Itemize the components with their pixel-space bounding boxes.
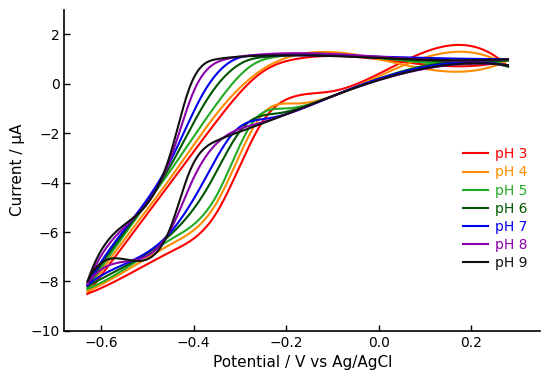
pH 8 [312, 51, 319, 55]
X-axis label: Potential / V vs Ag/AgCl: Potential / V vs Ag/AgCl [213, 355, 392, 370]
pH 6 [505, 58, 512, 63]
pH 6 [287, 53, 293, 58]
pH 5 [336, 52, 342, 57]
pH 3 [430, 63, 436, 68]
pH 7 [84, 283, 91, 287]
pH 9 [336, 54, 342, 59]
pH 5 [287, 53, 293, 57]
Line: pH 8: pH 8 [87, 53, 508, 284]
pH 3 [312, 54, 318, 59]
pH 9 [505, 57, 512, 62]
pH 7 [287, 53, 294, 57]
pH 6 [84, 284, 91, 289]
pH 9 [285, 53, 292, 57]
Line: pH 3: pH 3 [87, 56, 508, 294]
pH 3 [336, 54, 342, 58]
pH 4 [336, 50, 342, 55]
pH 3 [287, 58, 293, 63]
pH 4 [287, 54, 293, 59]
pH 9 [496, 57, 502, 62]
pH 3 [496, 60, 502, 65]
pH 3 [84, 291, 91, 296]
pH 4 [321, 50, 328, 54]
pH 8 [336, 52, 342, 57]
pH 4 [84, 289, 91, 294]
pH 8 [505, 57, 512, 62]
Legend: pH 3, pH 4, pH 5, pH 6, pH 7, pH 8, pH 9: pH 3, pH 4, pH 5, pH 6, pH 7, pH 8, pH 9 [458, 142, 534, 276]
pH 8 [295, 51, 301, 55]
pH 8 [496, 57, 502, 62]
pH 6 [496, 59, 502, 63]
pH 5 [430, 61, 436, 65]
pH 8 [84, 282, 91, 286]
pH 7 [336, 54, 342, 58]
pH 9 [430, 58, 436, 62]
Line: pH 5: pH 5 [87, 54, 508, 289]
Line: pH 9: pH 9 [87, 55, 508, 282]
pH 7 [285, 53, 292, 57]
pH 7 [496, 57, 502, 62]
pH 4 [496, 62, 502, 66]
pH 6 [336, 54, 342, 58]
pH 4 [505, 58, 512, 63]
pH 8 [287, 51, 293, 55]
pH 3 [328, 54, 335, 58]
pH 4 [312, 50, 318, 54]
Line: pH 6: pH 6 [87, 55, 508, 287]
pH 7 [430, 56, 436, 60]
pH 6 [305, 53, 311, 57]
pH 3 [284, 59, 290, 63]
pH 7 [505, 57, 512, 62]
pH 8 [284, 51, 290, 55]
Line: pH 7: pH 7 [87, 55, 508, 285]
pH 9 [312, 53, 319, 58]
Y-axis label: Current / μA: Current / μA [10, 124, 25, 217]
pH 8 [430, 58, 436, 62]
pH 6 [284, 53, 290, 58]
pH 5 [314, 52, 320, 56]
pH 7 [284, 53, 290, 57]
pH 5 [84, 287, 91, 291]
pH 9 [287, 53, 294, 57]
Line: pH 4: pH 4 [87, 52, 508, 291]
pH 4 [284, 55, 290, 60]
pH 7 [312, 53, 319, 58]
pH 9 [84, 279, 91, 284]
pH 6 [312, 53, 319, 57]
pH 3 [505, 58, 512, 63]
pH 6 [430, 59, 436, 63]
pH 5 [505, 58, 512, 63]
pH 4 [430, 68, 436, 72]
pH 5 [284, 53, 290, 58]
pH 5 [496, 60, 502, 64]
pH 5 [312, 52, 318, 56]
pH 9 [284, 53, 290, 57]
